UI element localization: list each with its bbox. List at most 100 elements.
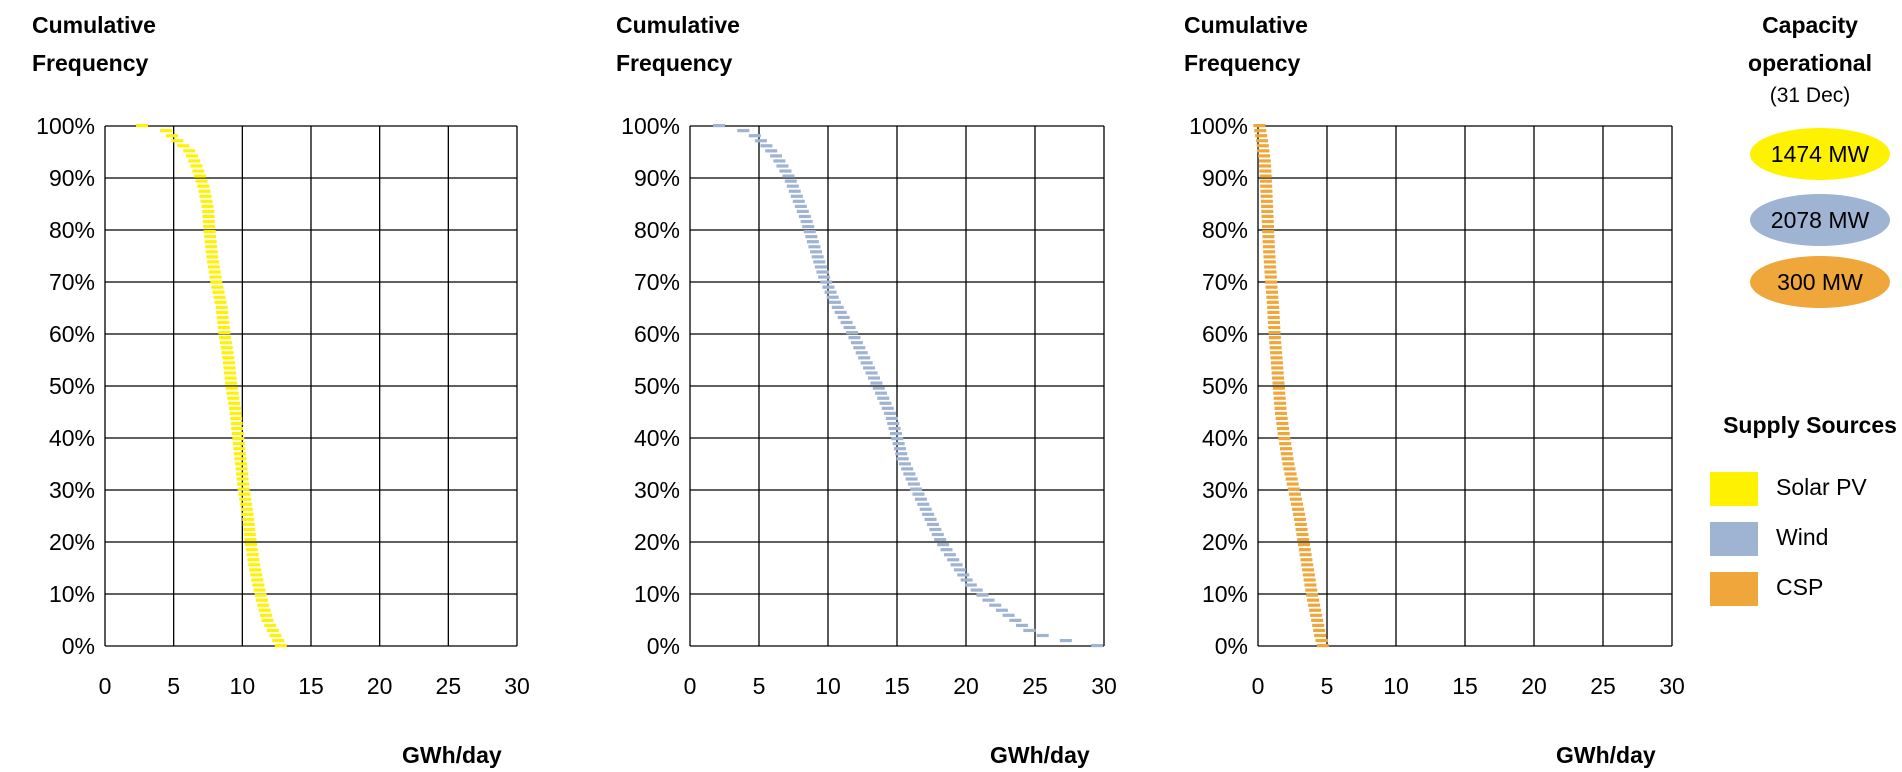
data-point bbox=[1263, 250, 1276, 254]
data-point bbox=[1294, 517, 1307, 521]
data-point bbox=[1286, 482, 1299, 486]
data-point bbox=[1282, 462, 1295, 466]
data-point bbox=[960, 578, 973, 582]
data-point bbox=[1264, 275, 1277, 279]
data-point bbox=[251, 578, 264, 582]
data-point bbox=[796, 209, 809, 214]
data-point bbox=[1259, 169, 1272, 173]
x-tick-label: 30 bbox=[1659, 673, 1685, 699]
data-point bbox=[813, 260, 826, 264]
data-point bbox=[1285, 477, 1298, 481]
data-point bbox=[872, 386, 885, 390]
data-point bbox=[1272, 381, 1285, 385]
chart-3-ylabel: Cumulative Frequency bbox=[1184, 12, 1308, 76]
data-point bbox=[867, 376, 880, 380]
data-point bbox=[1059, 638, 1072, 643]
data-point bbox=[255, 598, 268, 602]
data-point bbox=[1297, 537, 1310, 542]
data-point bbox=[1302, 573, 1315, 577]
data-point bbox=[1260, 184, 1273, 188]
data-point bbox=[1303, 578, 1316, 582]
data-point bbox=[784, 179, 797, 183]
data-point bbox=[188, 159, 201, 163]
data-point bbox=[1268, 325, 1281, 330]
data-point bbox=[1272, 376, 1285, 380]
data-point bbox=[274, 644, 287, 648]
data-point bbox=[1271, 371, 1284, 375]
y-tick-label: 100% bbox=[36, 113, 95, 139]
chart-3: 0 5 10 15 20 25 30 0% 10% 20% 30% 40% 50% 60% 70% 80% 90… bbox=[1189, 113, 1685, 699]
x-tick-label: 0 bbox=[99, 673, 112, 699]
data-point bbox=[800, 219, 813, 224]
data-point bbox=[1264, 265, 1277, 269]
data-point bbox=[192, 169, 205, 173]
data-point bbox=[831, 305, 844, 309]
data-point bbox=[236, 477, 249, 481]
y-tick-label: 20% bbox=[49, 529, 95, 555]
data-point bbox=[1289, 497, 1302, 501]
data-point bbox=[1256, 144, 1269, 148]
data-point bbox=[221, 351, 234, 355]
data-point bbox=[160, 129, 173, 133]
data-point bbox=[1267, 315, 1280, 320]
data-point bbox=[1283, 467, 1296, 471]
data-point bbox=[203, 224, 216, 229]
data-point bbox=[202, 209, 215, 214]
data-point bbox=[202, 219, 215, 224]
data-point bbox=[1316, 644, 1329, 648]
data-point bbox=[1259, 174, 1272, 178]
data-point bbox=[937, 543, 950, 547]
y-tick-label: 80% bbox=[49, 217, 95, 243]
data-point bbox=[219, 341, 232, 345]
data-point bbox=[1269, 346, 1282, 350]
data-point bbox=[226, 391, 239, 395]
data-point bbox=[261, 618, 274, 622]
data-point bbox=[760, 144, 773, 148]
data-point bbox=[1274, 401, 1287, 405]
data-point bbox=[1284, 472, 1297, 476]
data-point bbox=[1295, 527, 1308, 532]
data-point bbox=[201, 204, 214, 208]
data-point bbox=[826, 295, 839, 299]
data-point bbox=[1261, 214, 1274, 219]
data-point bbox=[252, 583, 265, 587]
y-tick-label: 30% bbox=[49, 477, 95, 503]
data-point bbox=[893, 447, 906, 451]
data-point bbox=[1273, 396, 1286, 400]
data-point bbox=[223, 366, 236, 370]
data-point bbox=[1260, 199, 1273, 203]
y-tick-label: 50% bbox=[634, 373, 680, 399]
data-point bbox=[245, 548, 258, 552]
data-point bbox=[1301, 563, 1314, 567]
legend-swatch-wind bbox=[1710, 522, 1758, 556]
data-point bbox=[1300, 558, 1313, 562]
data-point bbox=[1260, 189, 1273, 193]
chart-2-grid bbox=[689, 125, 1105, 647]
data-point bbox=[1305, 588, 1318, 592]
data-point bbox=[1277, 426, 1290, 431]
data-point bbox=[216, 310, 229, 314]
data-point bbox=[1265, 290, 1278, 294]
data-point bbox=[1002, 613, 1015, 617]
data-point bbox=[1255, 134, 1268, 138]
x-tick-label: 10 bbox=[230, 673, 256, 699]
data-point bbox=[240, 507, 253, 511]
chart-2-series-wind bbox=[712, 124, 1104, 648]
data-point bbox=[883, 411, 896, 415]
x-tick-label: 10 bbox=[815, 673, 841, 699]
data-point bbox=[798, 214, 811, 219]
data-point bbox=[231, 431, 244, 436]
data-point bbox=[1253, 124, 1266, 128]
data-point bbox=[712, 124, 725, 128]
data-point bbox=[1294, 522, 1307, 527]
y-tick-label: 30% bbox=[1202, 477, 1248, 503]
data-point bbox=[1266, 300, 1279, 304]
y-tick-label: 100% bbox=[1189, 113, 1248, 139]
data-point bbox=[855, 351, 868, 355]
legend-label-csp: CSP bbox=[1776, 574, 1824, 600]
data-point bbox=[1271, 366, 1284, 370]
y-tick-label: 80% bbox=[1202, 217, 1248, 243]
data-point bbox=[243, 527, 256, 532]
capacity-date: (31 Dec) bbox=[1769, 84, 1851, 107]
